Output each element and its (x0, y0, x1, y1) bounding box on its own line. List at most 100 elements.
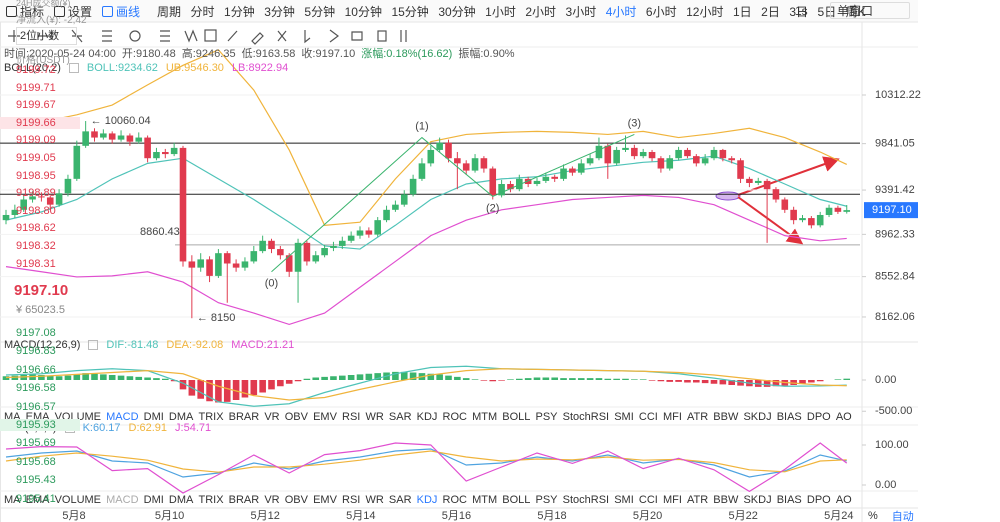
candle-body (471, 158, 479, 171)
indicator-tab[interactable]: MA (4, 493, 21, 506)
indicator-tab[interactable]: BBW (713, 410, 739, 423)
indicator-tab[interactable]: BRAR (228, 493, 260, 506)
toolbar-button[interactable]: 画线 (102, 3, 140, 20)
indicator-tab[interactable]: MTM (472, 493, 498, 506)
period[interactable]: 3小时 (565, 4, 597, 19)
indicator-tab[interactable]: MACD (106, 493, 139, 506)
indicator-tab[interactable]: ROC (442, 493, 467, 506)
indicator-tab[interactable]: SKDJ (743, 493, 772, 506)
period[interactable]: 1小时 (485, 4, 516, 19)
period[interactable]: 2小时 (525, 4, 557, 19)
axis-control[interactable]: 自动 (891, 511, 914, 522)
period[interactable]: 2日 (761, 4, 780, 19)
indicator-tab[interactable]: OBV (284, 410, 308, 423)
indicator-tab[interactable]: RSI (342, 410, 361, 423)
period[interactable]: 6小时 (645, 4, 677, 19)
macd-bar (339, 375, 346, 380)
indicator-tab[interactable]: DPO (806, 410, 831, 423)
draw-tools[interactable] (8, 29, 407, 45)
period[interactable]: 分时 (190, 4, 215, 19)
indicator-tab[interactable]: BRAR (228, 410, 260, 423)
candle-body (754, 180, 762, 183)
bid-price: 9195.43 (16, 474, 56, 487)
wave-label: (1) (415, 120, 428, 132)
macd-bar (648, 380, 656, 381)
indicator-tab[interactable]: DPO (806, 493, 831, 506)
indicator-tab[interactable]: WR (365, 493, 384, 506)
indicator-tab[interactable]: KDJ (416, 410, 438, 423)
indicator-tab[interactable]: DMI (143, 493, 164, 506)
indicator-tab[interactable]: EMV (313, 493, 337, 506)
period[interactable]: 15分钟 (391, 4, 429, 19)
indicator-tab[interactable]: VOLUME (54, 493, 102, 506)
indicator-tab[interactable]: SAR (388, 493, 412, 506)
icon (54, 5, 66, 17)
toolbar-button[interactable]: 指标 (6, 3, 44, 20)
indicator-tab[interactable]: AO (835, 410, 852, 423)
period[interactable]: 周K (845, 4, 866, 19)
toolbar-button[interactable]: 设置 (54, 3, 92, 20)
legend: BOLL(20,2) BOLL:9234.62 UB:9546.30 LB:8922.… (4, 61, 288, 74)
indicator-tab[interactable]: BOLL (502, 410, 531, 423)
indicator-tab[interactable]: DMA (168, 410, 194, 423)
indicator-tab[interactable]: KDJ (416, 493, 438, 506)
period[interactable]: 30分钟 (438, 4, 476, 19)
period[interactable]: 12小时 (686, 4, 724, 19)
indicator-tab[interactable]: VR (264, 493, 280, 506)
indicator-tab[interactable]: DMI (143, 410, 164, 423)
indicator-tab[interactable]: BIAS (776, 410, 802, 423)
indicator-tab[interactable]: TRIX (198, 410, 224, 423)
indicator-tab[interactable]: PSY (535, 410, 558, 423)
period[interactable]: 1分钟 (224, 4, 255, 19)
candle-body (153, 152, 160, 159)
indicator-tab[interactable]: AO (835, 493, 852, 506)
indicator-tab[interactable]: OBV (284, 493, 308, 506)
indicator-tab[interactable]: CCI (638, 493, 658, 506)
indicator-tab[interactable]: BOLL (502, 493, 531, 506)
indicator-tab[interactable]: PSY (535, 493, 558, 506)
indicator-tab[interactable]: MACD (106, 410, 139, 423)
indicator-tab[interactable]: EMA (25, 493, 50, 506)
indicator-tab[interactable]: SAR (388, 410, 412, 423)
indicator-tab[interactable]: ATR (687, 493, 709, 506)
window-label[interactable]: 单窗口 (837, 4, 874, 18)
period[interactable]: 5日 (817, 4, 837, 19)
legend-entry: DEA:-92.08 (166, 338, 224, 351)
indicator-tab[interactable]: BBW (713, 493, 739, 506)
axis-control[interactable]: % (868, 510, 878, 522)
macd-bar (454, 376, 461, 380)
indicator-tab[interactable]: CCI (638, 410, 658, 423)
indicator-tab[interactable]: VR (264, 410, 280, 423)
indicator-tab[interactable]: ATR (687, 410, 709, 423)
indicator-tab[interactable]: MFI (662, 493, 682, 506)
indicator-tab[interactable]: SMI (614, 410, 634, 423)
candle-body (719, 149, 727, 159)
candle-body (834, 207, 842, 212)
precision-select[interactable]: 2位小数 (16, 27, 77, 45)
speed-label[interactable]: 1s (795, 4, 808, 18)
period[interactable]: 1日 (732, 4, 752, 19)
period[interactable]: 3日 (789, 4, 809, 19)
legend-entry: J:54.71 (175, 421, 212, 434)
indicator-tab[interactable]: StochRSI (562, 493, 610, 506)
indicator-tab[interactable]: WR (365, 410, 384, 423)
indicator-tab[interactable]: RSI (342, 493, 361, 506)
period[interactable]: 4小时 (605, 4, 637, 19)
indicator-tab[interactable]: BIAS (776, 493, 802, 506)
macd-bar (55, 376, 63, 380)
candle-body (188, 261, 196, 268)
indicator-tab[interactable]: SKDJ (743, 410, 772, 423)
candle-body (489, 168, 497, 196)
indicator-tab[interactable]: DMA (168, 493, 194, 506)
indicator-tab[interactable]: SMI (614, 493, 634, 506)
indicator-tab[interactable]: MFI (662, 410, 682, 423)
indicator-tab[interactable]: MTM (472, 410, 498, 423)
period[interactable]: 3分钟 (264, 4, 295, 19)
period[interactable]: 5分钟 (304, 4, 336, 19)
indicator-tab[interactable]: ROC (442, 410, 467, 423)
indicator-tab[interactable]: StochRSI (562, 410, 610, 423)
period[interactable]: 10分钟 (344, 4, 382, 19)
indicator-tab[interactable]: EMV (313, 410, 337, 423)
indicator-tab[interactable]: TRIX (198, 493, 224, 506)
